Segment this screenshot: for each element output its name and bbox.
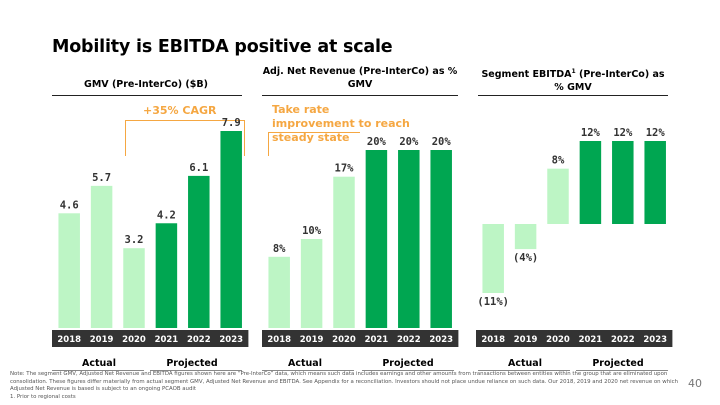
gmv-value-label-2022: 6.1 (189, 162, 208, 174)
ebitda-year-label-2023: 2023 (643, 335, 667, 345)
ebitda-value-label-2021: 12% (581, 127, 601, 139)
revenue-panel-title: Adj. Net Revenue (Pre-InterCo) as % GMV (255, 65, 465, 91)
revenue-year-label-2021: 2021 (365, 335, 389, 345)
ebitda-title-rule (478, 95, 668, 96)
gmv-value-label-2019: 5.7 (92, 172, 111, 184)
gmv-title-rule (52, 95, 242, 96)
gmv-panel-title: GMV (Pre-InterCo) ($B) (52, 78, 240, 91)
revenue-bar-2019 (300, 239, 323, 328)
gmv-year-label-2021: 2021 (155, 335, 179, 345)
revenue-year-label-2018: 2018 (267, 335, 291, 345)
cagr-annotation: +35% CAGR (143, 104, 217, 117)
gmv-projected-underline (150, 370, 242, 371)
ebitda-year-label-2021: 2021 (579, 335, 603, 345)
ebitda-bar-2018 (482, 224, 504, 293)
ebitda-value-label-2019: (4%) (513, 252, 538, 264)
revenue-bar-2021 (365, 150, 388, 328)
revenue-projected-underline (362, 370, 454, 371)
revenue-bar-2022 (398, 150, 420, 328)
footnote-1: 1. Prior to regional costs (10, 393, 76, 400)
ebitda-bar-2021 (579, 141, 602, 224)
ebitda-bar-2020 (547, 168, 569, 224)
gmv-bar-2020 (123, 248, 145, 328)
footnote-note: Note: The segment GMV, Adjusted Net Reve… (10, 371, 679, 393)
revenue-value-label-2018: 8% (273, 243, 286, 255)
gmv-year-label-2022: 2022 (187, 335, 211, 345)
revenue-value-label-2021: 20% (367, 136, 387, 148)
ebitda-year-label-2018: 2018 (481, 335, 505, 345)
revenue-year-band (262, 330, 459, 347)
ebitda-title-text: Segment EBITDA (481, 69, 572, 81)
revenue-value-label-2023: 20% (432, 136, 452, 148)
ebitda-bar-2022 (612, 141, 634, 224)
revenue-bar-2023 (430, 150, 452, 328)
revenue-year-label-2022: 2022 (397, 335, 421, 345)
gmv-value-label-2023: 7.9 (222, 117, 241, 129)
revenue-value-label-2019: 10% (302, 225, 322, 237)
ebitda-year-label-2022: 2022 (611, 335, 635, 345)
take-rate-annotation: Take rate improvement to reach steady st… (272, 103, 412, 145)
gmv-actual-underline (52, 370, 144, 371)
ebitda-actual-label: Actual (508, 358, 542, 369)
ebitda-bar-2023 (644, 141, 666, 224)
ebitda-panel-title: Segment EBITDA1 (Pre-InterCo) as % GMV (478, 65, 668, 94)
revenue-actual-label: Actual (288, 358, 322, 369)
revenue-value-label-2020: 17% (335, 163, 355, 175)
ebitda-title-tail: (Pre-InterCo) as % GMV (554, 69, 665, 94)
ebitda-projected-underline (576, 370, 668, 371)
ebitda-projected-label: Projected (592, 358, 644, 369)
take-rate-bracket (268, 132, 368, 156)
revenue-bar-2020 (333, 176, 355, 328)
revenue-year-label-2020: 2020 (332, 335, 356, 345)
ebitda-value-label-2022: 12% (613, 127, 633, 139)
footnote-block: Note: The segment GMV, Adjusted Net Reve… (10, 371, 678, 401)
revenue-projected-label: Projected (382, 358, 434, 369)
gmv-value-label-2021: 4.2 (157, 209, 176, 221)
page-title: Mobility is EBITDA positive at scale (52, 37, 393, 57)
gmv-projected-label: Projected (166, 358, 218, 369)
revenue-value-label-2022: 20% (399, 136, 419, 148)
revenue-year-label-2019: 2019 (300, 335, 324, 345)
ebitda-value-label-2018: (11%) (477, 296, 509, 308)
revenue-year-label-2023: 2023 (429, 335, 453, 345)
ebitda-title-sup: 1 (571, 68, 576, 75)
gmv-bar-2021 (155, 223, 178, 328)
gmv-year-band (52, 330, 249, 347)
revenue-title-rule (262, 95, 458, 96)
take-rate-annotation-text: Take rate improvement to reach steady st… (272, 103, 410, 144)
revenue-title-text: Adj. Net Revenue (Pre-InterCo) as % GMV (262, 66, 458, 90)
ebitda-year-band (476, 330, 673, 347)
gmv-bar-2022 (188, 175, 210, 328)
gmv-year-label-2019: 2019 (90, 335, 114, 345)
ebitda-year-label-2019: 2019 (514, 335, 538, 345)
cagr-bracket (125, 120, 245, 156)
gmv-bar-2023 (220, 131, 242, 328)
gmv-year-label-2018: 2018 (57, 335, 81, 345)
take-rate-bracket-top (268, 132, 360, 133)
revenue-actual-underline (262, 370, 354, 371)
revenue-bar-2018 (268, 256, 290, 328)
gmv-year-label-2023: 2023 (219, 335, 243, 345)
gmv-bar-2019 (90, 185, 113, 328)
gmv-title-text: GMV (Pre-InterCo) ($B) (84, 79, 208, 90)
gmv-value-label-2020: 3.2 (125, 234, 144, 246)
ebitda-value-label-2023: 12% (646, 127, 666, 139)
page-number: 40 (688, 377, 702, 390)
ebitda-value-label-2020: 8% (552, 155, 565, 167)
gmv-value-label-2018: 4.6 (60, 199, 79, 211)
gmv-actual-label: Actual (82, 358, 116, 369)
ebitda-actual-underline (478, 370, 570, 371)
ebitda-bar-2019 (514, 224, 537, 250)
gmv-bar-2018 (58, 213, 80, 328)
gmv-year-label-2020: 2020 (122, 335, 146, 345)
ebitda-year-label-2020: 2020 (546, 335, 570, 345)
